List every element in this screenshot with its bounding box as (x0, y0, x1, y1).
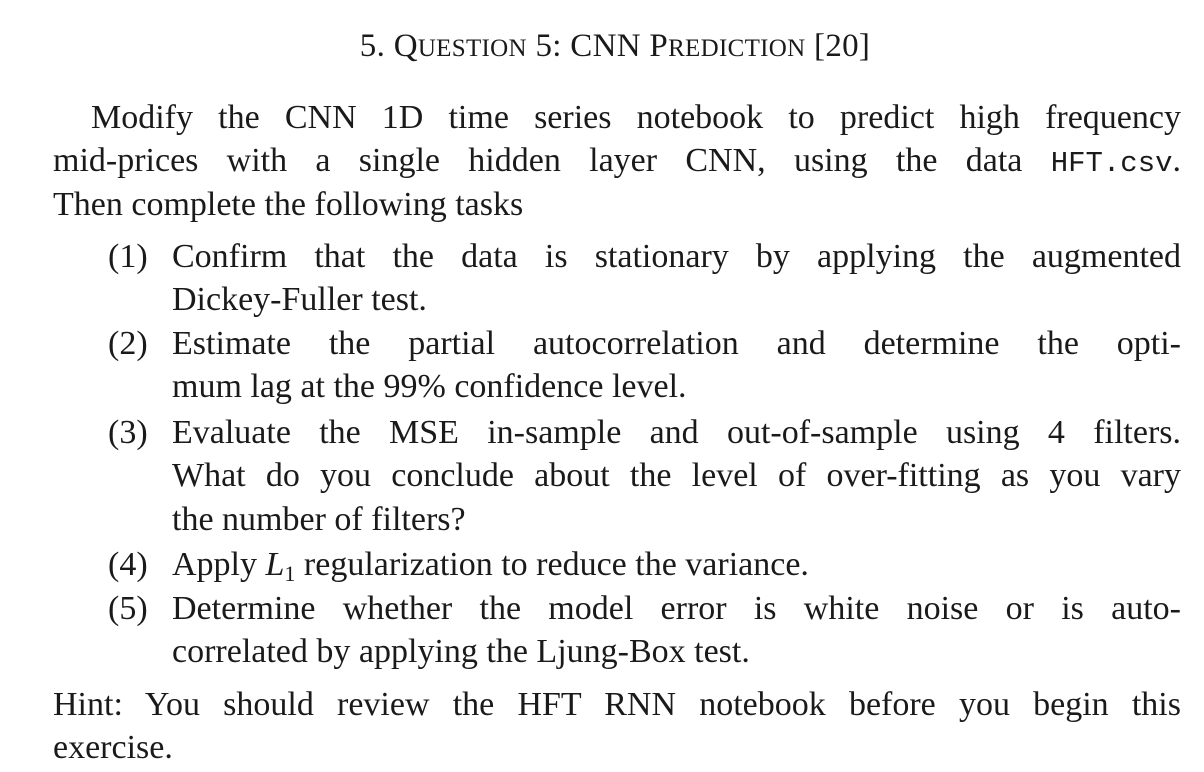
intro-line-3: Then complete the following tasks (53, 186, 524, 223)
hint-line-2: exercise. (53, 729, 173, 766)
heading-p-rest: rediction (668, 35, 806, 62)
heading-q-rest: uestion (417, 35, 527, 62)
l1-subscript: 1 (284, 561, 296, 586)
task-1-line-2: Dickey-Fuller test. (172, 281, 427, 318)
task-5-line-1: Determine whether the model error is whi… (172, 590, 1181, 627)
heading-p-capital: P (649, 28, 669, 64)
task-number: (1) (108, 238, 148, 275)
task-3-line-3: the number of filters? (172, 501, 466, 538)
hint-line-1: Hint: You should review the HFT RNN note… (53, 686, 1181, 723)
heading-question-number: 5: (535, 28, 562, 64)
section-number: 5. (359, 28, 386, 64)
task-5-line-2: correlated by applying the Ljung-Box tes… (172, 633, 750, 670)
task-2-line-1: Estimate the partial autocorrelation and… (172, 325, 1181, 362)
data-filename: HFT.csv (1050, 147, 1173, 180)
task-4-post: regularization to reduce the variance. (303, 546, 809, 583)
l1-base: L (265, 546, 285, 583)
task-number: (5) (108, 590, 148, 627)
task-4-pre: Apply (172, 546, 257, 583)
l1-symbol: L1 (265, 546, 296, 586)
heading-marks: [20] (814, 28, 871, 64)
intro-line-2: mid-prices with a single hidden layer CN… (53, 141, 1181, 184)
task-number: (4) (108, 546, 148, 583)
task-1-line-1: Confirm that the data is stationary by a… (172, 238, 1181, 275)
task-number: (3) (108, 414, 148, 451)
task-number: (2) (108, 325, 148, 362)
intro-line-1: Modify the CNN 1D time series notebook t… (91, 99, 1181, 136)
heading-q-capital: Q (393, 28, 418, 64)
task-2-line-2: mum lag at the 99% confidence level. (172, 368, 687, 405)
task-3-line-2: What do you conclude about the level of … (172, 457, 1181, 494)
task-4-line-1: Apply L1 regularization to reduce the va… (172, 545, 809, 594)
task-3-line-1: Evaluate the MSE in-sample and out-of-sa… (172, 414, 1181, 451)
intro-line-2-text: mid-prices with a single hidden layer CN… (53, 142, 1023, 179)
section-heading: 5. Question 5: CNN Prediction [20] (0, 28, 1204, 65)
heading-cnn: CNN (570, 28, 641, 64)
intro-line-2-period: . (1172, 142, 1182, 179)
